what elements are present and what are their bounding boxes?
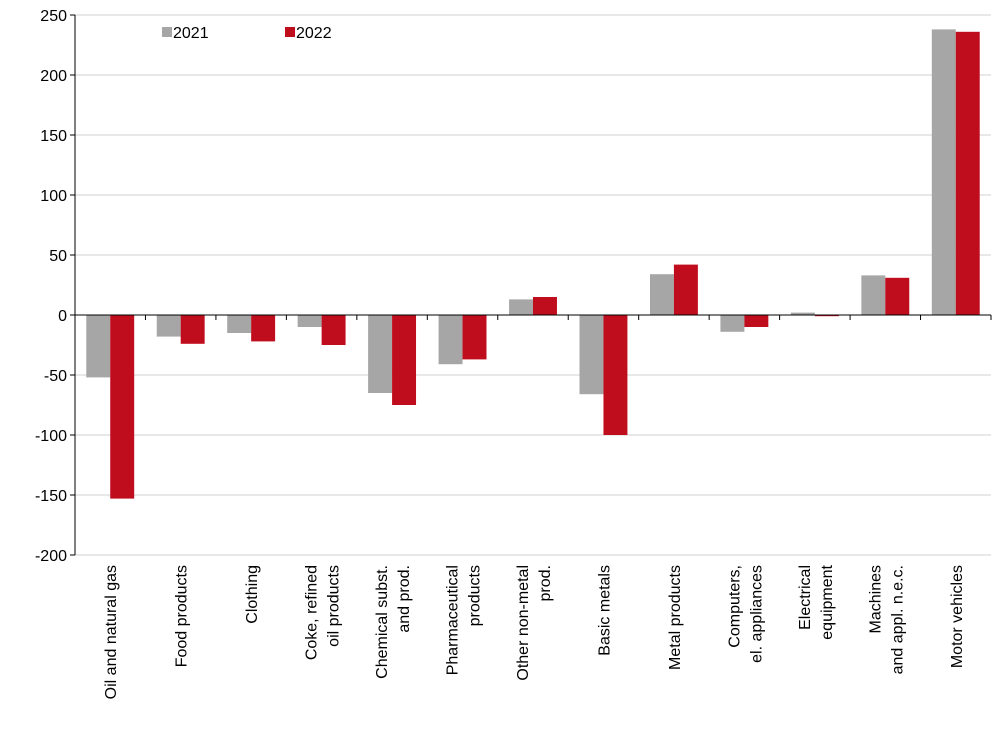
x-tick-label: Metal products (667, 565, 684, 670)
bar (603, 315, 628, 435)
bar (251, 315, 276, 342)
bar (579, 315, 604, 395)
x-tick-label: Machines (867, 565, 884, 633)
x-tick-label: products (467, 565, 484, 626)
bar (509, 299, 533, 315)
x-tick-label: Motor vehicles (949, 565, 966, 668)
x-tick-label: Oil and natural gas (103, 565, 120, 699)
x-tick-label: Pharmaceutical (445, 565, 462, 675)
x-tick-label: and appl. n.e.c. (889, 565, 906, 674)
x-tick-label: Electrical (797, 565, 814, 630)
x-tick-label: Food products (174, 565, 191, 667)
x-tick-label: Chemical subst. (374, 565, 391, 679)
y-tick-label: 200 (40, 68, 67, 85)
x-tick-label: Computers, (726, 565, 743, 648)
bar (931, 29, 956, 316)
bar (533, 297, 557, 315)
bar (649, 274, 674, 315)
x-tick-label: equipment (819, 564, 836, 639)
bar (861, 275, 886, 315)
legend-swatch (162, 27, 172, 37)
legend-swatch (285, 27, 295, 37)
bar (814, 315, 839, 317)
y-tick-label: -50 (44, 368, 67, 385)
bar (392, 315, 417, 405)
x-tick-label: and prod. (396, 565, 413, 633)
x-tick-label: Coke, refined (304, 565, 321, 660)
y-tick-label: -100 (35, 428, 67, 445)
bar (438, 315, 463, 365)
y-tick-label: 0 (58, 308, 67, 325)
bar (744, 315, 769, 327)
bar (86, 315, 111, 378)
bar (297, 315, 322, 327)
x-tick-label: oil products (326, 565, 343, 647)
x-tick-label: Clothing (244, 565, 261, 624)
y-tick-label: -200 (35, 548, 67, 565)
bar (368, 315, 393, 393)
x-tick-label: Other non-metal (515, 565, 532, 681)
bar (955, 31, 980, 316)
y-tick-label: 250 (40, 8, 67, 25)
bar (885, 277, 910, 315)
legend-label: 2021 (173, 25, 209, 42)
bar (462, 315, 487, 360)
x-tick-label: prod. (537, 565, 554, 601)
bar (110, 315, 135, 499)
y-tick-label: 150 (40, 128, 67, 145)
bar (720, 315, 745, 332)
x-tick-label: el. appliances (748, 565, 765, 663)
x-tick-label: Basic metals (596, 565, 613, 656)
bar (227, 315, 252, 333)
y-tick-label: 50 (49, 248, 67, 265)
legend-label: 2022 (296, 25, 332, 42)
y-tick-label: 100 (40, 188, 67, 205)
y-tick-label: -150 (35, 488, 67, 505)
bar (156, 315, 181, 337)
bar (790, 312, 815, 315)
bar (180, 315, 205, 344)
bar (673, 264, 698, 315)
bar (321, 315, 346, 345)
